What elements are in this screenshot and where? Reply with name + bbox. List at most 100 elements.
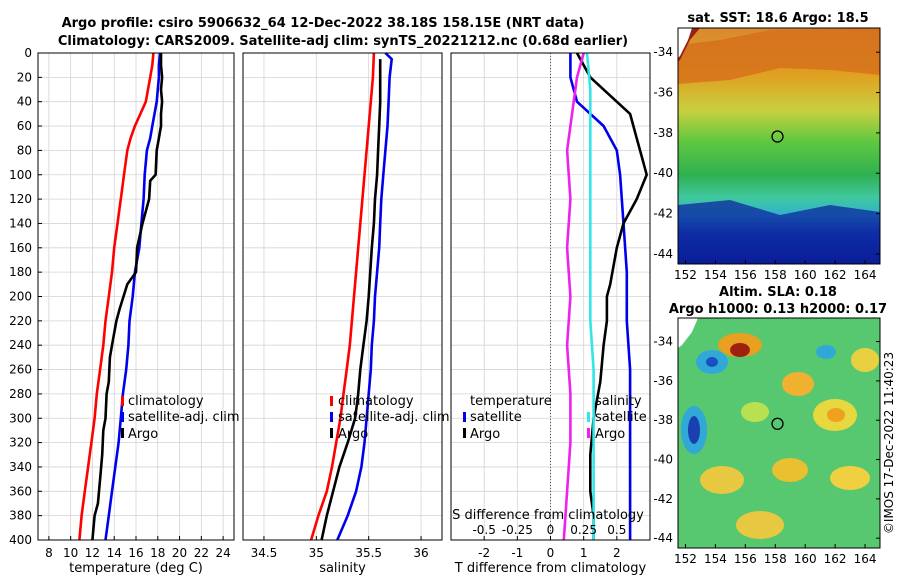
series-line-climatology — [78, 52, 155, 541]
y-tick-label: 120 — [9, 192, 32, 206]
y-tick-label: 60 — [17, 119, 32, 133]
temperature-legend: climatology satellite-adj. clim Argo — [121, 394, 240, 442]
x-axis-label: temperature (deg C) — [69, 561, 203, 576]
s-tick-label: 0.5 — [607, 523, 626, 537]
y-tick-label: 140 — [9, 216, 32, 230]
temperature-panel: 8 10 12 14 16 18 20 22 2402040608010012014016018… — [9, 46, 235, 576]
salinity-panel: 34.5 35 35.5 36 salinity — [242, 52, 443, 576]
x-tick-label: 154 — [704, 552, 727, 566]
y-tick-label: 160 — [9, 241, 32, 255]
legend-swatch-climatology — [330, 396, 333, 406]
x-tick-label: 20 — [172, 546, 187, 560]
legend-label-climatology: climatology — [128, 394, 204, 409]
y-tick-label: 300 — [9, 411, 32, 425]
x-tick-label: 8 — [45, 546, 53, 560]
s-tick-label: -0.25 — [502, 523, 533, 537]
sla-blob — [851, 348, 879, 372]
sst-cold-zone — [678, 200, 880, 264]
legend-swatch-argo — [121, 428, 124, 438]
legend-title-temperature: temperature — [470, 394, 552, 409]
y-tick-label: 180 — [9, 265, 32, 279]
y-tick-label: 200 — [9, 290, 32, 304]
legend-label-s-satellite: satellite — [595, 410, 647, 425]
sst-map-frame — [677, 27, 881, 265]
y-tick-label: -36 — [653, 86, 673, 100]
sla-blob — [700, 466, 744, 494]
x-tick-label: 0 — [547, 546, 555, 560]
x-tick-label: 34.5 — [251, 546, 278, 560]
x-tick-label: 24 — [215, 546, 230, 560]
x-axis-label: T difference from climatology — [454, 561, 647, 576]
legend-swatch-satellite — [121, 412, 124, 422]
y-tick-label: 280 — [9, 387, 32, 401]
sla-blob — [706, 357, 718, 367]
x-axis-label: salinity — [319, 561, 366, 576]
y-tick-label: 340 — [9, 460, 32, 474]
legend-swatch-t-satellite — [463, 412, 466, 422]
series-line-t-argo — [575, 52, 649, 540]
sla-blob — [827, 408, 845, 422]
y-tick-label: -36 — [653, 374, 673, 388]
y-tick-label: -38 — [653, 413, 673, 427]
sla-blob — [736, 511, 784, 539]
y-tick-label: 360 — [9, 484, 32, 498]
sla-map-title-1: Altim. SLA: 0.18 — [719, 285, 837, 300]
sla-blob — [730, 343, 750, 357]
x-tick-label: 158 — [764, 552, 787, 566]
sla-map-title-2: Argo h1000: 0.13 h2000: 0.17 — [669, 302, 887, 317]
legend-label-t-argo: Argo — [470, 427, 500, 442]
x-tick-label: 164 — [854, 552, 877, 566]
axes-frame — [242, 52, 443, 541]
sla-blob — [782, 372, 814, 396]
x-tick-label: 2 — [613, 546, 621, 560]
argo-location-marker — [771, 130, 784, 143]
series-line-argo — [320, 59, 382, 541]
legend-label-satellite: satellite-adj. clim — [128, 410, 240, 425]
series-line-s-satellite — [585, 52, 595, 540]
sst-warm-zone — [678, 28, 880, 84]
land — [678, 318, 698, 348]
sla-blob — [688, 416, 700, 444]
y-tick-label: -34 — [653, 45, 673, 59]
x-tick-label: 156 — [734, 552, 757, 566]
y-tick-label: -42 — [653, 492, 673, 506]
y-tick-label: 400 — [9, 533, 32, 547]
legend-label-t-satellite: satellite — [470, 410, 522, 425]
y-tick-label: -42 — [653, 207, 673, 221]
x-tick-label: 22 — [194, 546, 209, 560]
y-tick-label: 40 — [17, 95, 32, 109]
s-tick-label: 0 — [547, 523, 555, 537]
series-line-climatology — [309, 52, 376, 541]
x-tick-label: 156 — [734, 268, 757, 282]
y-tick-label: 320 — [9, 436, 32, 450]
x-tick-label: 154 — [704, 268, 727, 282]
x-tick-label: 18 — [150, 546, 165, 560]
y-tick-label: -44 — [653, 531, 673, 545]
y-tick-label: 240 — [9, 338, 32, 352]
x-tick-label: 158 — [764, 268, 787, 282]
sla-map-frame — [677, 317, 881, 549]
x-tick-label: 164 — [854, 268, 877, 282]
legend-title-salinity: salinity — [595, 394, 642, 409]
x-tick-label: 35 — [309, 546, 324, 560]
sla-blob — [816, 345, 836, 359]
difference-panel: -2 -1 0 1 2T difference from climatology -0.5… — [450, 52, 651, 576]
s-tick-label: -0.5 — [472, 523, 495, 537]
salinity-legend: climatology satellite-adj. clim Argo — [330, 394, 450, 442]
x-tick-label: 160 — [794, 552, 817, 566]
y-tick-label: -34 — [653, 335, 673, 349]
x-tick-label: 160 — [794, 268, 817, 282]
legend-swatch-argo — [330, 428, 333, 438]
s-difference-label: S difference from climatology — [452, 508, 644, 523]
x-tick-label: 12 — [85, 546, 100, 560]
y-tick-label: -40 — [653, 453, 673, 467]
legend-label-s-argo: Argo — [595, 427, 625, 442]
difference-legend: temperature satellite Argo salinity sate… — [463, 394, 647, 442]
legend-label-climatology: climatology — [338, 394, 414, 409]
sla-map-axes: 152 154 156 158 160 162 164 -34 -36 -38 -40 -42 -44 — [653, 335, 880, 566]
legend-swatch-satellite — [330, 412, 333, 422]
y-tick-label: 380 — [9, 509, 32, 523]
legend-swatch-s-satellite — [587, 412, 590, 422]
title-line-1: Argo profile: csiro 5906632_64 12-Dec-20… — [62, 16, 585, 31]
